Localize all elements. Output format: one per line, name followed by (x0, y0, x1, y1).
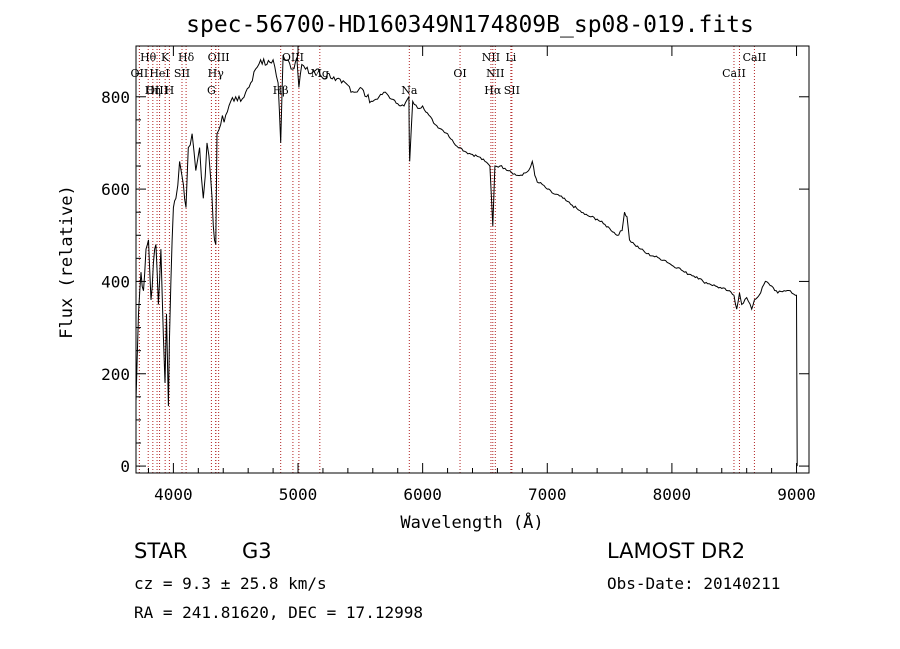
x-tick-label: 7000 (528, 485, 567, 504)
line-label: SII (174, 67, 190, 80)
obs-date: Obs-Date: 20140211 (607, 574, 781, 593)
line-label: OIII (146, 84, 168, 97)
line-label: Na (401, 84, 418, 97)
y-axis-label: Flux (relative) (57, 185, 77, 339)
line-label: Li (505, 51, 516, 64)
line-label: OIII (208, 51, 230, 64)
coordinates: RA = 241.81620, DEC = 17.12998 (134, 603, 423, 622)
object-subclass: G3 (242, 539, 272, 563)
line-label: NII (482, 51, 500, 64)
x-tick-label: 9000 (777, 485, 816, 504)
line-label: Hβ (273, 84, 289, 97)
y-tick-label: 200 (101, 365, 130, 384)
line-label: HeI (149, 67, 169, 80)
line-label: SII (504, 84, 520, 97)
y-tick-label: 600 (101, 180, 130, 199)
x-tick-label: 6000 (403, 485, 442, 504)
line-label: OI (453, 67, 466, 80)
line-label: H (165, 84, 175, 97)
y-tick-label: 400 (101, 272, 130, 291)
line-label: Hθ (140, 51, 157, 64)
line-label: CaII (743, 51, 767, 64)
x-tick-label: 5000 (279, 485, 318, 504)
plot-frame (135, 45, 810, 474)
line-label: Hα (484, 84, 502, 97)
spectrum-line (135, 55, 798, 467)
object-class: STAR (134, 539, 188, 563)
x-tick-label: 4000 (154, 485, 193, 504)
redshift-text: cz = 9.3 ± 25.8 km/s (134, 574, 327, 593)
axes: 4000 5000 6000 7000 8000 9000 0 200 400 600 800 (101, 46, 816, 504)
x-axis-label: Wavelength (Å) (400, 511, 543, 533)
line-label: NII (486, 67, 504, 80)
line-label: G (207, 84, 216, 97)
line-label: K (161, 51, 170, 64)
spectrum-series (135, 55, 798, 467)
line-label: OIII (282, 51, 304, 64)
y-tick-label: 800 (101, 88, 130, 107)
y-tick-label: 0 (120, 457, 130, 476)
line-label: Hη (145, 84, 161, 97)
x-tick-label: 8000 (653, 485, 692, 504)
line-label: CaII (722, 67, 746, 80)
chart-title: spec-56700-HD160349N174809B_sp08-019.fit… (186, 12, 754, 38)
survey-name: LAMOST DR2 (607, 539, 746, 563)
line-label: Hδ (178, 51, 195, 64)
